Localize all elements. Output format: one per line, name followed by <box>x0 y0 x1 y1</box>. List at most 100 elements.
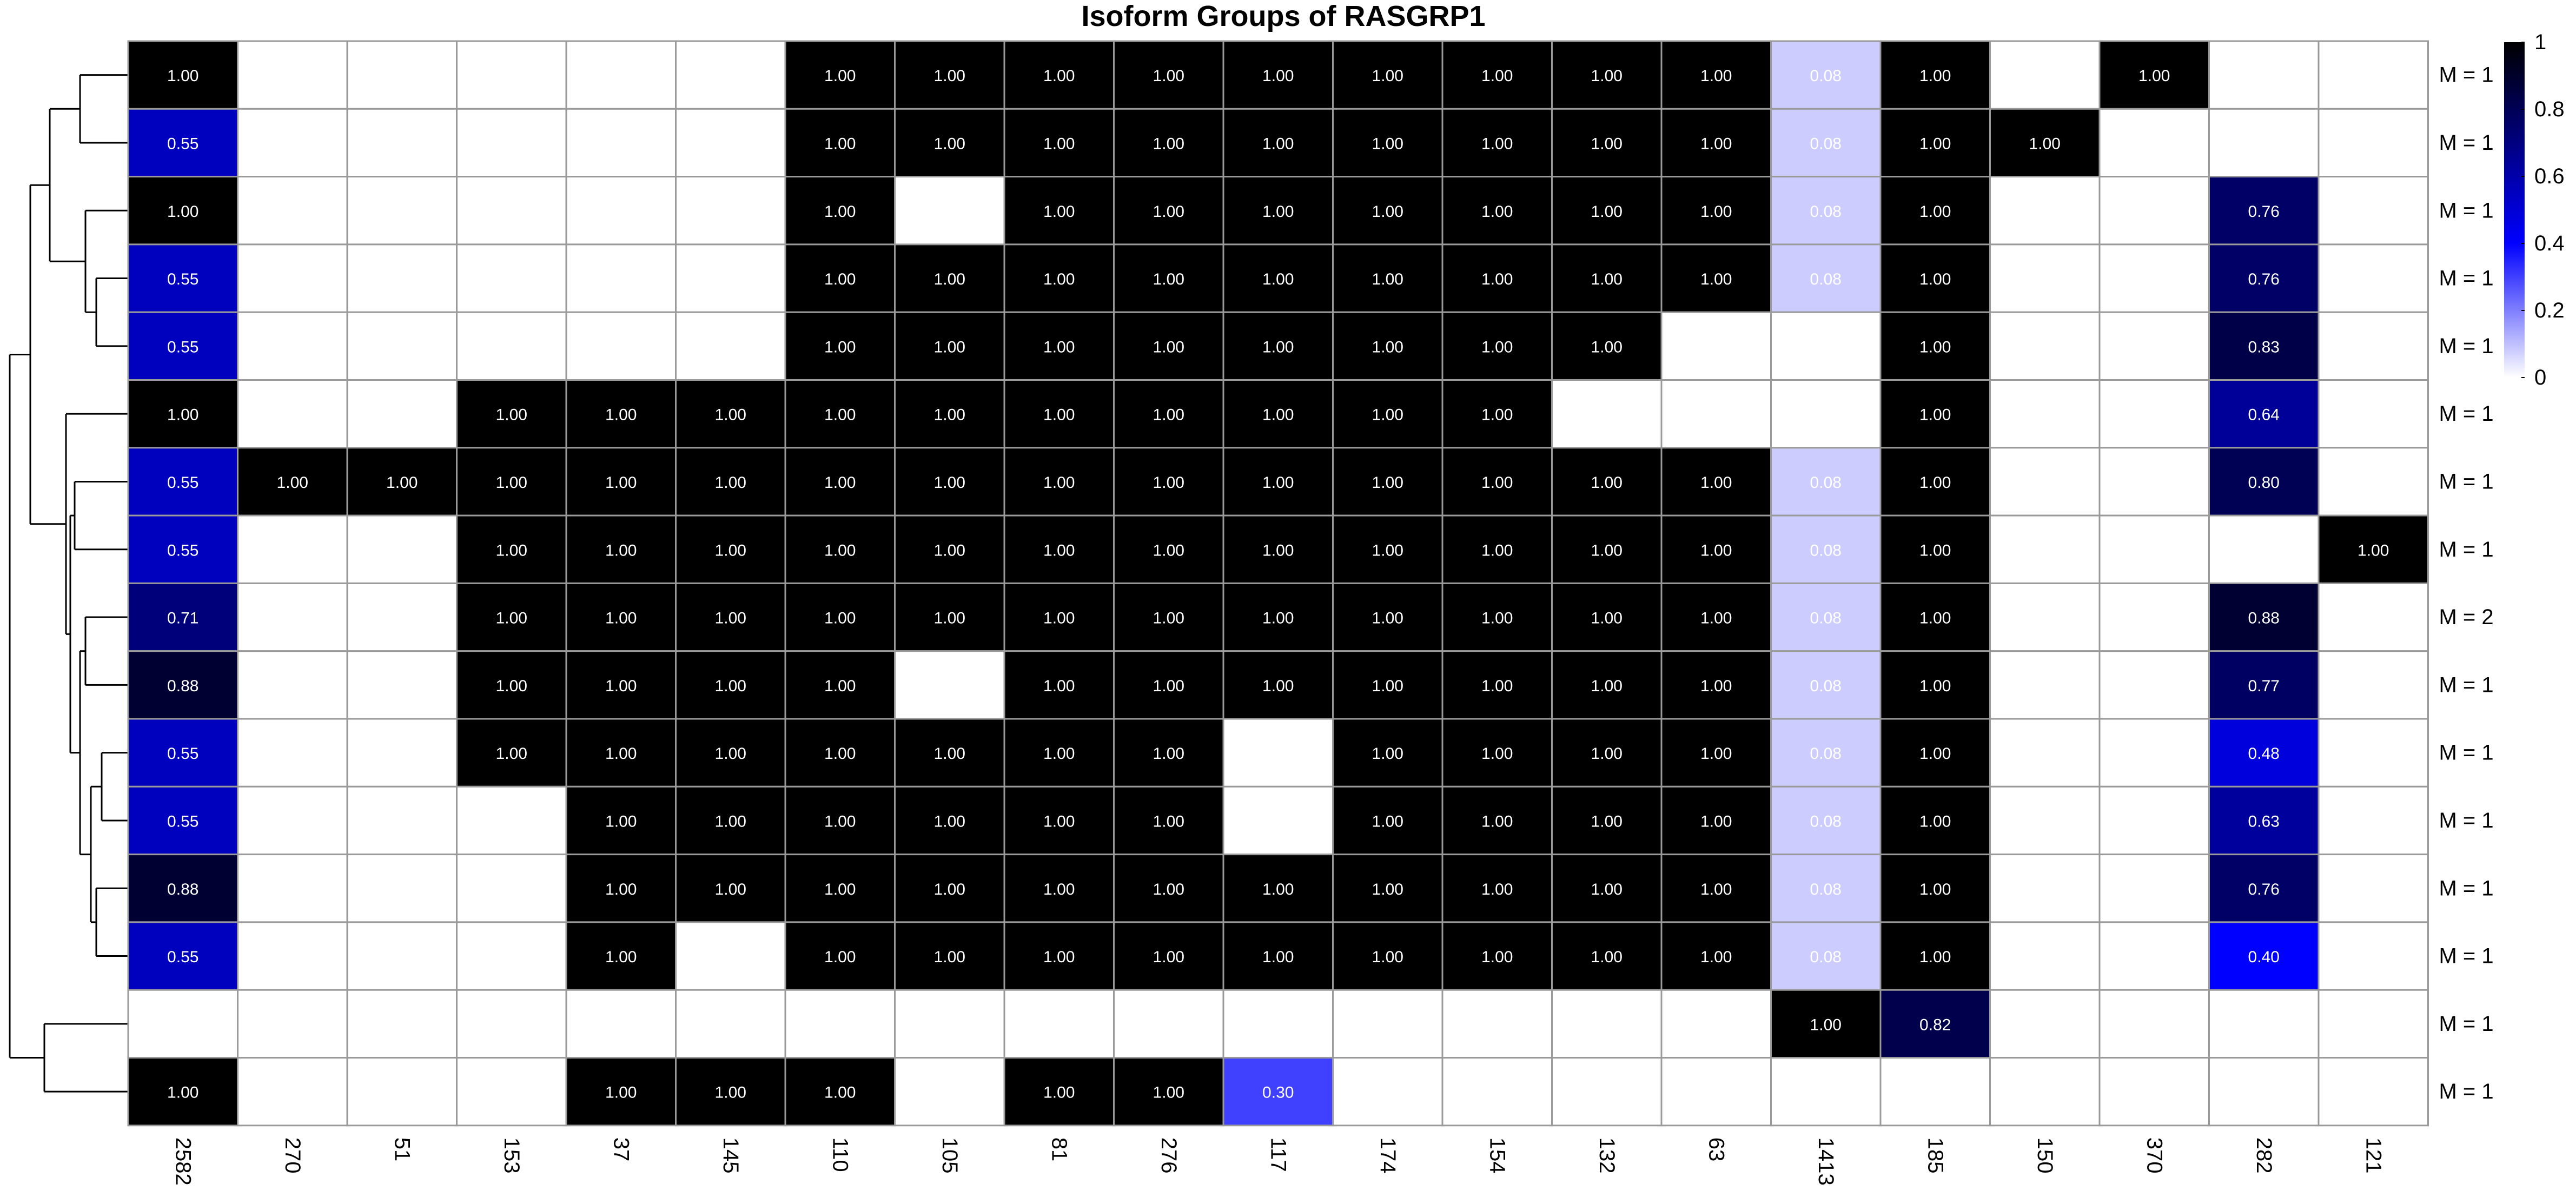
column-label: 105 <box>938 1138 962 1174</box>
cell-value-label: 1.00 <box>934 610 965 627</box>
heatmap-cell <box>1770 447 1882 517</box>
heatmap-cell <box>1551 582 1663 652</box>
heatmap-cell <box>346 243 458 313</box>
cell-value-label: 1.00 <box>1919 338 1951 356</box>
cell-value-label: 1.00 <box>1153 338 1184 356</box>
heatmap-cell <box>237 921 348 991</box>
heatmap-cell <box>2317 921 2429 991</box>
cell-value-label: 0.76 <box>2248 203 2280 221</box>
cell-value-label: 1.00 <box>496 474 527 492</box>
cell-value-label: 1.00 <box>824 1084 856 1102</box>
row-label: M = 1 <box>2439 63 2494 87</box>
column-label: 276 <box>1157 1138 1181 1174</box>
heatmap-cell <box>1332 40 1443 110</box>
heatmap-cell <box>1113 989 1224 1059</box>
column-label: 370 <box>2142 1138 2166 1174</box>
heatmap-cell <box>1989 1057 2101 1127</box>
cell-value-label: 1.00 <box>824 745 856 763</box>
cell-value-label: 1.00 <box>1043 541 1075 559</box>
cell-value-label: 1.00 <box>1919 135 1951 153</box>
heatmap-cell <box>1222 447 1334 517</box>
heatmap-cell <box>237 40 348 110</box>
cell-value-label: 0.08 <box>1810 812 1842 830</box>
heatmap-cell <box>237 311 348 381</box>
cell-value-label: 1.00 <box>1481 270 1513 288</box>
heatmap-cell <box>456 379 567 449</box>
cell-value-label: 1.00 <box>1153 203 1184 221</box>
cell-value-label: 1.00 <box>715 610 746 627</box>
heatmap-cell <box>1222 854 1334 923</box>
heatmap-cell <box>346 379 458 449</box>
cell-value-label: 1.00 <box>1919 474 1951 492</box>
cell-value-label: 1.00 <box>1591 677 1623 695</box>
legend-tick-label: 0.4 <box>2534 232 2565 255</box>
heatmap-cell <box>565 108 677 178</box>
heatmap-cell <box>2317 108 2429 178</box>
row-label: M = 1 <box>2439 402 2494 426</box>
row-label: M = 1 <box>2439 1012 2494 1036</box>
column-label: 2582 <box>171 1138 195 1186</box>
heatmap-cell <box>1332 379 1443 449</box>
heatmap-cell <box>456 108 567 178</box>
cell-value-label: 1.00 <box>1591 948 1623 966</box>
cell-value-label: 1.00 <box>1481 474 1513 492</box>
heatmap-cell <box>1551 447 1663 517</box>
cell-value-label: 1.00 <box>1372 406 1403 424</box>
heatmap-cell <box>1989 854 2101 923</box>
heatmap-cell <box>2098 379 2210 449</box>
cell-value-label: 1.00 <box>1591 541 1623 559</box>
cell-value-label: 1.00 <box>1591 338 1623 356</box>
heatmap-cell <box>456 921 567 991</box>
cell-value-label: 0.48 <box>2248 745 2280 763</box>
cell-value-label: 1.00 <box>1372 338 1403 356</box>
cell-value-label: 1.00 <box>1372 541 1403 559</box>
heatmap-cell <box>1113 921 1224 991</box>
heatmap-cell <box>1222 176 1334 246</box>
cell-value-label: 0.55 <box>167 270 198 288</box>
heatmap-cell <box>1003 514 1115 584</box>
heatmap-cell <box>1113 514 1224 584</box>
cell-value-label: 1.00 <box>1153 881 1184 898</box>
heatmap-cell <box>1879 108 1991 178</box>
row-label: M = 1 <box>2439 809 2494 832</box>
heatmap-cell <box>784 379 896 449</box>
cell-value-label: 1.00 <box>1481 745 1513 763</box>
heatmap-cell <box>127 718 239 788</box>
heatmap-cell <box>346 447 458 517</box>
heatmap-cell <box>127 311 239 381</box>
heatmap-cells <box>127 40 2429 1127</box>
cell-value-label: 1.00 <box>1153 610 1184 627</box>
cell-value-label: 1.00 <box>1481 135 1513 153</box>
heatmap-cell <box>675 582 786 652</box>
heatmap-cell <box>565 514 677 584</box>
heatmap-cell <box>2317 582 2429 652</box>
heatmap-cell <box>784 1057 896 1127</box>
cell-value-label: 1.00 <box>167 406 198 424</box>
cell-value-label: 0.76 <box>2248 270 2280 288</box>
cell-value-label: 1.00 <box>386 474 418 492</box>
heatmap-cell <box>2317 243 2429 313</box>
row-label: M = 1 <box>2439 267 2494 290</box>
heatmap-cell <box>1441 854 1553 923</box>
heatmap-cell <box>346 1057 458 1127</box>
heatmap-cell <box>1003 1057 1115 1127</box>
heatmap-cell <box>346 582 458 652</box>
cell-value-label: 1.00 <box>1043 610 1075 627</box>
heatmap-cell <box>565 582 677 652</box>
cell-value-label: 1.00 <box>824 270 856 288</box>
cell-value-label: 1.00 <box>1372 881 1403 898</box>
heatmap-cell <box>675 718 786 788</box>
cell-value-label: 0.83 <box>2248 338 2280 356</box>
heatmap-cell <box>2098 921 2210 991</box>
heatmap-cell <box>1879 785 1991 856</box>
heatmap-cell <box>1989 40 2101 110</box>
heatmap-cell <box>1770 718 1882 788</box>
heatmap-cell <box>456 447 567 517</box>
heatmap-cell <box>1222 785 1334 856</box>
heatmap-cell <box>346 921 458 991</box>
row-label: M = 1 <box>2439 131 2494 155</box>
heatmap-cell <box>2098 514 2210 584</box>
cell-value-label: 1.00 <box>1700 541 1732 559</box>
heatmap-cell <box>1989 785 2101 856</box>
cell-value-label: 0.55 <box>167 948 198 966</box>
